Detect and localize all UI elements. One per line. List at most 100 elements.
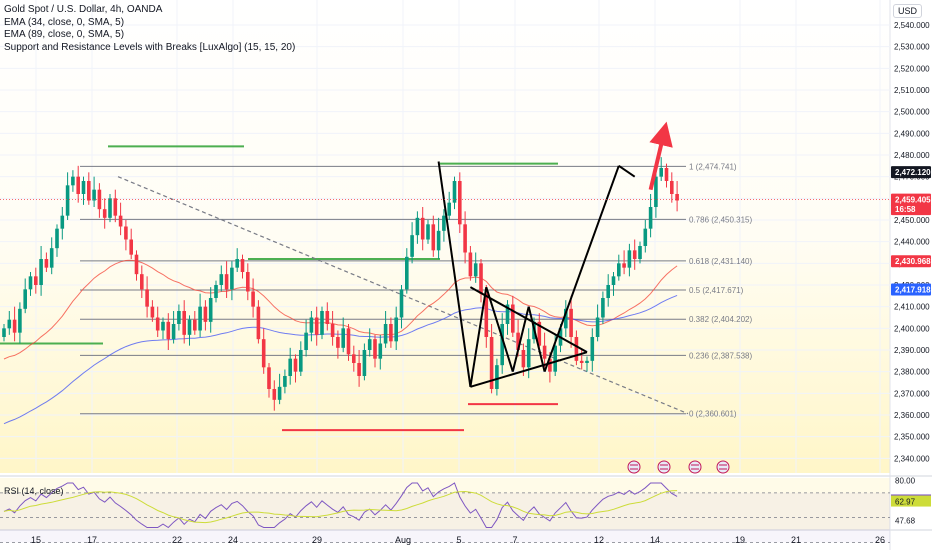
indicator-ema34[interactable]: EMA (34, close, 0, SMA, 5)	[4, 16, 125, 28]
candle-body	[627, 250, 632, 268]
candle-body	[39, 259, 43, 285]
candle-body	[49, 248, 54, 268]
candle-body	[659, 168, 663, 177]
rsi-legend[interactable]: RSI (14, close)	[4, 486, 64, 496]
candle-body	[240, 259, 245, 272]
candle-body	[161, 321, 165, 331]
candle-body	[193, 319, 197, 331]
candle-body	[601, 298, 605, 318]
time-axis[interactable]: 15 17 22 24 29 Aug 5 7 12 14 19 21 26	[31, 535, 885, 545]
y-tick-label: 2,480.000	[894, 151, 930, 160]
candle-body	[224, 274, 229, 290]
candle-body	[346, 328, 351, 355]
candle-body	[606, 285, 610, 298]
x-tick-label: 12	[594, 535, 604, 545]
x-tick-label: 7	[512, 535, 517, 545]
candle-body	[574, 337, 579, 361]
y-tick-label: 2,530.000	[894, 43, 930, 52]
candle-body	[405, 256, 409, 290]
fib-label: 1 (2,474.741)	[689, 162, 737, 171]
y-tick-label: 2,520.000	[894, 64, 930, 73]
candle-body	[569, 308, 573, 337]
candle-body	[585, 360, 589, 363]
economic-events[interactable]	[627, 460, 730, 474]
main-pane-bg	[0, 0, 890, 473]
rsi-pane-bg	[0, 478, 890, 530]
candle-body	[622, 263, 626, 268]
price-label-text: 16:58	[895, 205, 916, 214]
candle-body	[590, 337, 595, 361]
fib-label: 0.5 (2,417.671)	[689, 286, 744, 295]
candle-body	[145, 289, 149, 307]
rsi-value-box	[891, 495, 931, 507]
candle-body	[325, 311, 330, 324]
candle-body	[564, 308, 568, 329]
candle-body	[2, 328, 6, 337]
price-label-box	[891, 204, 931, 216]
candle-body	[283, 376, 287, 387]
candle-body	[341, 328, 345, 348]
candle-body	[463, 224, 467, 253]
candle-body	[261, 339, 266, 368]
candle-body	[670, 181, 674, 194]
price-label-text: 2,430.968	[895, 257, 931, 266]
zigzag-line	[511, 306, 530, 372]
candle-body	[81, 181, 86, 194]
candle-body	[299, 350, 303, 372]
candle-body	[23, 289, 27, 309]
candle-body	[134, 254, 139, 275]
candle-body	[389, 324, 393, 342]
y-tick-label: 2,450.000	[894, 216, 930, 225]
candle-body	[230, 267, 234, 290]
candle-body	[140, 274, 144, 290]
candle-body	[357, 363, 361, 376]
candle-body	[352, 354, 356, 363]
candle-body	[198, 306, 202, 331]
currency-button[interactable]: USD	[893, 4, 923, 18]
fib-label: 0.786 (2,450.315)	[689, 215, 752, 224]
chart-title[interactable]: Gold Spot / U.S. Dollar, 4h, OANDA	[4, 4, 163, 15]
y-tick-label: 2,360.000	[894, 411, 930, 420]
candle-body	[60, 215, 65, 229]
candle-body	[643, 228, 648, 246]
price-label-box	[891, 166, 931, 179]
candle-body	[71, 176, 75, 186]
candle-body	[675, 194, 679, 201]
candle-body	[632, 250, 637, 259]
candle-body	[12, 319, 17, 333]
x-tick-label: 14	[650, 535, 660, 545]
indicator-ema89[interactable]: EMA (89, close, 0, SMA, 5)	[4, 29, 125, 40]
price-axis[interactable]: 2,340.000 2,350.000 2,360.000 2,370.000 2,38…	[894, 21, 930, 463]
candle-body	[458, 181, 462, 225]
zigzag-line	[469, 287, 488, 387]
price-label-box	[891, 255, 931, 268]
candle-body	[336, 337, 340, 348]
candle-body	[452, 181, 457, 203]
rsi-line	[3, 482, 678, 529]
y-tick-label: 2,490.000	[894, 129, 930, 138]
candle-body	[442, 215, 446, 231]
candle-body	[399, 289, 404, 318]
candle-body	[187, 319, 192, 335]
candle-body	[102, 209, 107, 218]
candles	[2, 157, 679, 411]
candle-body	[420, 217, 425, 240]
indicator-sr-levels[interactable]: Support and Resistance Levels with Break…	[4, 41, 296, 53]
candle-body	[150, 306, 155, 318]
x-tick-label: 21	[791, 535, 801, 545]
price-label-box	[891, 283, 931, 296]
price-label-text: 2,417.918	[895, 286, 931, 295]
zigzag-line	[527, 306, 546, 372]
y-tick-label: 2,340.000	[894, 454, 930, 463]
candle-body	[214, 285, 218, 298]
y-tick-label: 2,390.000	[894, 346, 930, 355]
candle-body	[468, 252, 473, 277]
y-tick-label: 2,400.000	[894, 324, 930, 333]
drawings[interactable]	[437, 121, 673, 388]
candle-body	[28, 276, 33, 290]
candle-body	[431, 224, 436, 251]
rising-line	[618, 165, 636, 178]
